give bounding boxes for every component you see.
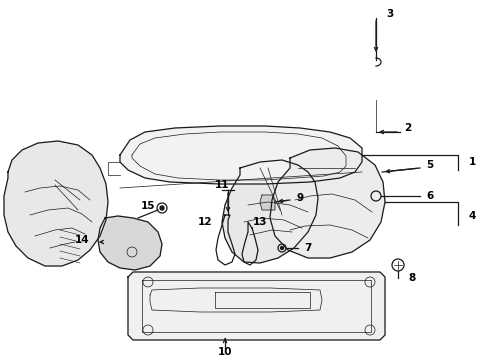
Circle shape <box>160 206 164 210</box>
Text: 12: 12 <box>198 217 212 227</box>
Text: 13: 13 <box>253 217 267 227</box>
Text: 2: 2 <box>404 123 412 133</box>
Polygon shape <box>120 126 362 184</box>
Text: 1: 1 <box>468 157 476 167</box>
Polygon shape <box>270 148 385 258</box>
Text: 15: 15 <box>141 201 155 211</box>
Polygon shape <box>222 160 318 263</box>
Text: 3: 3 <box>387 9 393 19</box>
Polygon shape <box>98 216 162 270</box>
Text: 11: 11 <box>215 180 229 190</box>
Text: 10: 10 <box>218 347 232 357</box>
Text: 6: 6 <box>426 191 434 201</box>
Text: 5: 5 <box>426 160 434 170</box>
Text: 9: 9 <box>296 193 304 203</box>
Text: 8: 8 <box>408 273 416 283</box>
Polygon shape <box>4 141 108 266</box>
Text: 14: 14 <box>74 235 89 245</box>
Polygon shape <box>128 272 385 340</box>
Text: 4: 4 <box>468 211 476 221</box>
Circle shape <box>280 247 284 249</box>
Text: 7: 7 <box>304 243 312 253</box>
Polygon shape <box>260 195 275 210</box>
